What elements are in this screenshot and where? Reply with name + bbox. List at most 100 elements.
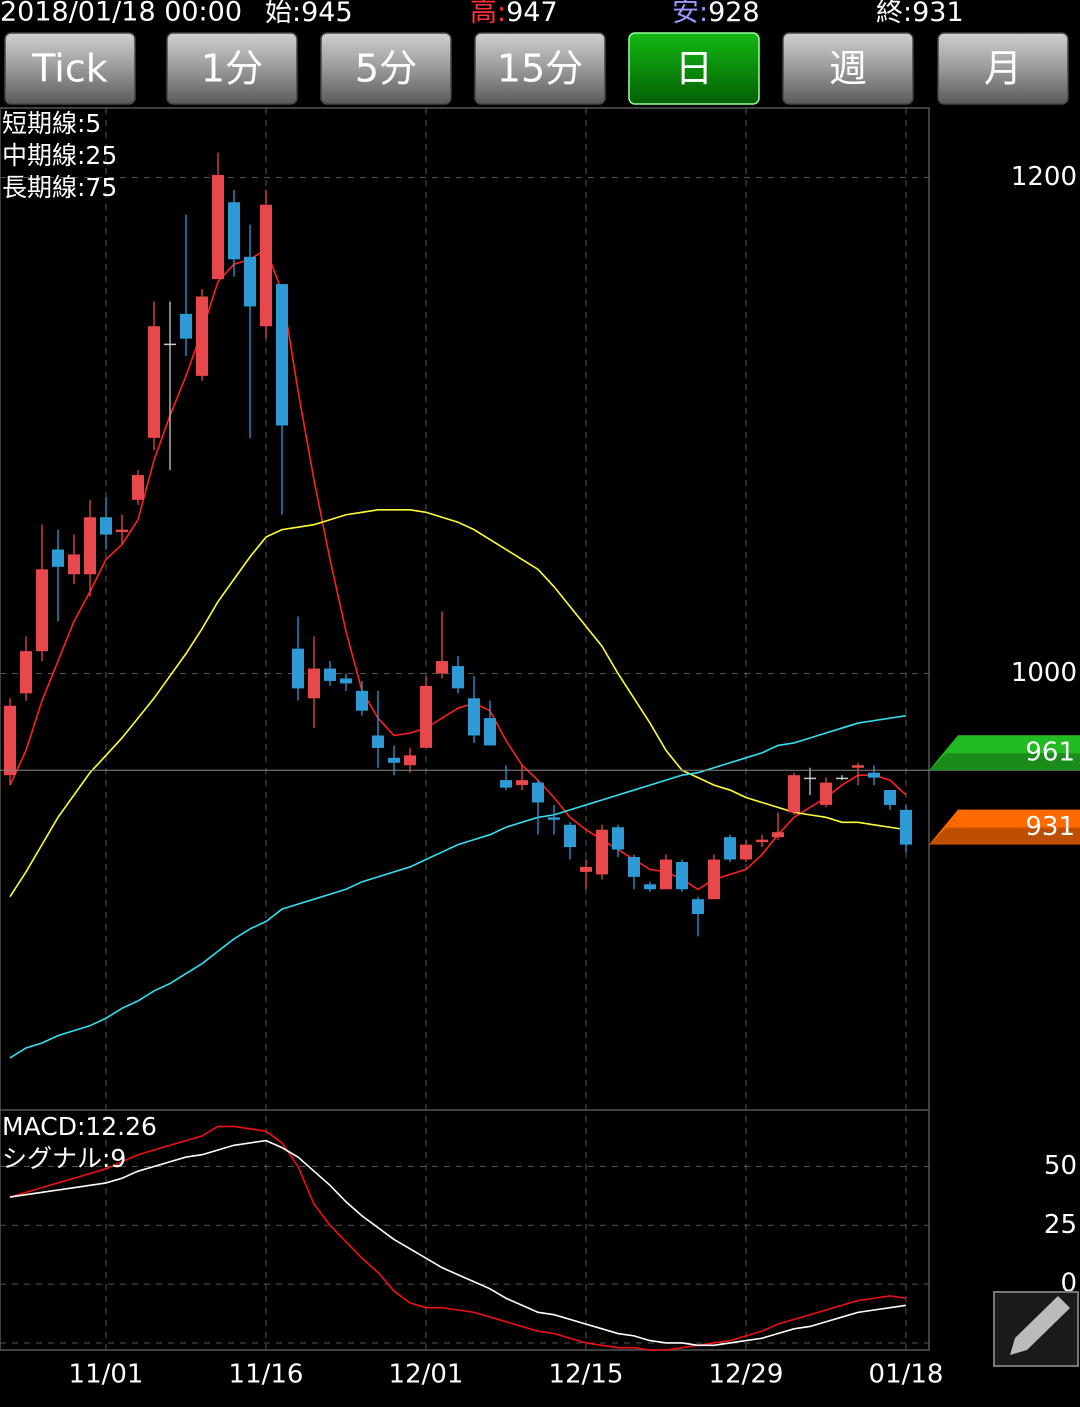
legend-entry: 短期線:5: [2, 109, 101, 138]
period-button[interactable]: 5分: [320, 32, 452, 105]
candle-body: [644, 884, 656, 890]
candle-body: [804, 777, 816, 780]
period-button-bg[interactable]: [474, 32, 606, 105]
x-tick-label: 12/15: [549, 1360, 624, 1390]
period-button[interactable]: 15分: [474, 32, 606, 105]
period-button-label[interactable]: 1分: [201, 47, 263, 91]
moving-average-line: [9, 248, 907, 891]
candle-body: [36, 569, 48, 652]
candle-body: [292, 648, 304, 689]
candle-body: [596, 829, 608, 875]
candle-body: [68, 554, 80, 575]
legend-entry: シグナル:9: [2, 1144, 126, 1173]
period-button[interactable]: Tick: [4, 32, 136, 105]
period-button-label[interactable]: 週: [829, 47, 867, 91]
candle-body: [100, 517, 112, 535]
candle-body: [900, 809, 912, 845]
period-button[interactable]: 1分: [166, 32, 298, 105]
x-tick-label: 11/16: [229, 1360, 304, 1390]
candle-body: [724, 837, 736, 860]
candle-body: [484, 718, 496, 746]
period-button-bg[interactable]: [782, 32, 914, 105]
candle-body: [788, 775, 800, 813]
candle-body: [612, 827, 624, 850]
moving-average-line: [9, 714, 907, 1059]
candle-body: [276, 284, 288, 426]
y-tick-label: 1000: [1011, 658, 1077, 688]
period-button-label[interactable]: 月: [984, 47, 1022, 91]
price-tag-label: 961: [1025, 738, 1075, 768]
header-label: 始:: [265, 0, 301, 28]
candle-body: [564, 824, 576, 848]
candle-body: [340, 678, 352, 684]
candle-body: [884, 790, 896, 805]
period-button-label[interactable]: 5分: [355, 47, 417, 91]
candle-body: [548, 817, 560, 820]
y-tick-label: 1200: [1011, 162, 1077, 192]
header-value: 928: [708, 0, 760, 28]
candle-body: [180, 313, 192, 339]
candle-body: [164, 343, 176, 346]
x-tick-label: 12/29: [709, 1360, 784, 1390]
candle-body: [756, 839, 768, 843]
candle-body: [308, 668, 320, 699]
period-button-label[interactable]: 日: [675, 47, 713, 91]
candle-body: [436, 661, 448, 674]
header-datetime: 2018/01/18 00:00: [0, 0, 242, 28]
period-button-label[interactable]: Tick: [31, 47, 108, 91]
period-button-bg[interactable]: [4, 32, 136, 105]
legend-entry: 中期線:25: [2, 141, 117, 170]
candle-body: [580, 866, 592, 872]
candle-body: [852, 765, 864, 768]
candle-body: [676, 861, 688, 890]
candle-body: [116, 529, 128, 533]
candle-body: [500, 780, 512, 788]
candle-body: [372, 735, 384, 748]
moving-average-line: [9, 508, 907, 898]
candle-body: [740, 844, 752, 860]
price-tag-label: 931: [1025, 812, 1075, 842]
period-button-bg[interactable]: [320, 32, 452, 105]
candle-body: [148, 326, 160, 438]
price-tag-shade: [929, 827, 1080, 845]
candle-body: [692, 899, 704, 915]
period-button[interactable]: 日: [628, 32, 760, 105]
candle-body: [196, 296, 208, 376]
candle-body: [468, 698, 480, 736]
candle-body: [132, 475, 144, 500]
candle-body: [4, 705, 16, 776]
header-value: 945: [301, 0, 353, 28]
price-tag: [929, 735, 1080, 771]
y-tick-label: 25: [1044, 1210, 1077, 1240]
price-tag: [929, 809, 1080, 845]
indicator-line: [9, 1125, 907, 1351]
legend-entry: MACD:12.26: [2, 1112, 157, 1141]
candle-body: [212, 174, 224, 280]
header-value: 947: [506, 0, 558, 28]
x-tick-label: 12/01: [389, 1360, 464, 1390]
period-button[interactable]: 月: [937, 32, 1069, 105]
header-label: 安:: [672, 0, 708, 28]
candle-body: [52, 549, 64, 567]
candle-body: [388, 757, 400, 763]
header-label: 終:: [876, 0, 912, 28]
candle-body: [628, 857, 640, 877]
period-button-bg[interactable]: [937, 32, 1069, 105]
candle-body: [532, 782, 544, 803]
period-button-bg[interactable]: [166, 32, 298, 105]
candle-body: [324, 668, 336, 681]
plot-frame: [0, 107, 930, 1351]
pencil-icon: [1010, 1296, 1070, 1355]
indicator-line: [9, 1139, 907, 1347]
x-tick-label: 01/18: [869, 1360, 944, 1390]
candle-body: [516, 780, 528, 786]
period-button-bg[interactable]: [628, 32, 760, 105]
header-item: 始:945: [265, 0, 353, 28]
period-button-label[interactable]: 15分: [497, 47, 583, 91]
y-tick-label: 50: [1044, 1151, 1077, 1181]
header-item: 終:931: [876, 0, 964, 28]
candle-body: [260, 204, 272, 327]
edit-button[interactable]: [993, 1291, 1079, 1367]
period-button[interactable]: 週: [782, 32, 914, 105]
